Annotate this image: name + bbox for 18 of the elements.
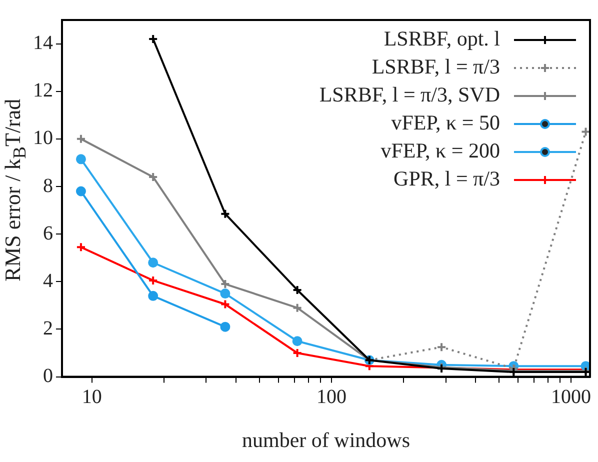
x-axis-title: number of windows — [242, 428, 410, 452]
y-tick-label: 8 — [43, 174, 53, 197]
y-tick-label: 12 — [33, 80, 53, 102]
y-tick-label: 4 — [43, 270, 53, 292]
y-tick-label: 2 — [43, 317, 53, 340]
y-tick-label: 0 — [43, 365, 53, 388]
legend-label: LSRBF, l = π/3 — [372, 54, 500, 79]
legend-label: vFEP, κ = 50 — [391, 110, 500, 135]
y-tick-label: 6 — [43, 222, 53, 244]
legend-label: LSRBF, opt. l — [384, 26, 500, 51]
y-tick-label: 14 — [33, 32, 53, 54]
legend-label: vFEP, κ = 200 — [380, 138, 500, 163]
legend-label: LSRBF, l = π/3, SVD — [319, 82, 500, 107]
legend-label: GPR, l = π/3 — [394, 166, 500, 191]
x-tick-label: 1000 — [551, 386, 592, 408]
x-tick-label: 100 — [316, 386, 346, 408]
y-tick-label: 10 — [33, 127, 53, 150]
x-tick-label: 10 — [82, 386, 102, 408]
